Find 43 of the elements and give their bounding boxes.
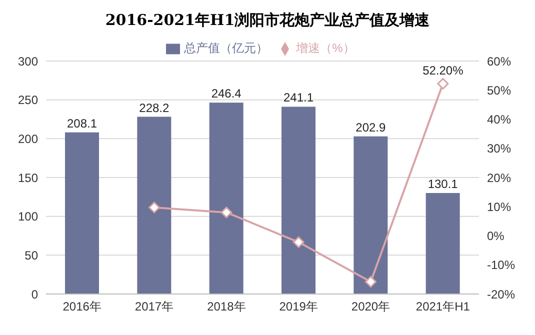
y-tick-label: 150 [18, 170, 38, 185]
legend-label: 总产值（亿元） [184, 41, 268, 55]
bar [426, 192, 460, 294]
chart-title: 2016-2021年H1浏阳市花炮产业总产值及增速 [104, 10, 431, 31]
data-label: 202.9 [356, 120, 386, 134]
point [365, 276, 376, 288]
data-label: 208.1 [66, 116, 98, 130]
bar [137, 116, 172, 294]
y2-tick-label: 20% [487, 170, 512, 185]
y-tick-label: 100 [18, 210, 38, 224]
x-tick-label: 2017年 [134, 300, 174, 314]
y2-tick-label: -10% [487, 258, 516, 272]
y-tick-label: 50 [24, 248, 38, 262]
data-label: 228.2 [139, 100, 170, 115]
y2-tick-label: 0% [487, 229, 505, 244]
x-tick-label: 2018年 [207, 300, 246, 314]
y-tick-label: 250 [18, 93, 38, 108]
bar [209, 102, 244, 294]
point [220, 206, 232, 218]
y2-tick-label: 50% [487, 83, 512, 98]
x-tick-label: 2016年 [62, 300, 102, 314]
data-label: 52.20% [422, 64, 464, 78]
data-label: 246.4 [211, 86, 242, 101]
point [437, 78, 449, 90]
bar [65, 132, 99, 294]
x-tick-label: 2020年 [351, 300, 390, 314]
y-tick-label: 300 [18, 54, 38, 68]
y2-tick-label: 60% [487, 54, 512, 68]
y2-tick-label: 10% [487, 200, 512, 214]
point [292, 236, 304, 248]
bar [354, 136, 388, 294]
point [148, 202, 160, 214]
y-tick-label: 200 [18, 132, 38, 146]
x-tick-label: 2021年H1 [416, 300, 470, 314]
y2-tick-label: 30% [487, 142, 512, 156]
y-tick-label: 0 [31, 287, 38, 302]
x-tick-label: 2019年 [279, 300, 318, 314]
bar [282, 106, 316, 294]
data-label: 241.1 [283, 90, 314, 105]
y2-tick-label: -20% [487, 287, 516, 302]
y2-tick-label: 40% [487, 112, 512, 127]
data-label: 130.1 [428, 176, 458, 191]
legend-label: 增速（%） [296, 41, 355, 55]
